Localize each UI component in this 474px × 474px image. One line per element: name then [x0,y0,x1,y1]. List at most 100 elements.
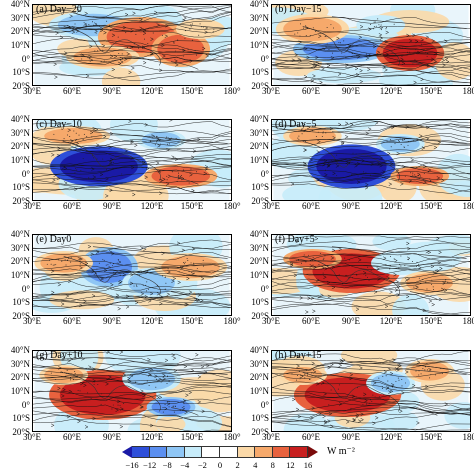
significance-dot [187,49,189,51]
significance-dot [323,48,325,50]
anomaly-patch [282,184,332,200]
streamline-arrow [406,33,410,38]
streamline-arrow [96,143,100,147]
map-field [271,350,471,432]
significance-dot [171,171,173,173]
streamline [272,293,470,310]
streamline-arrow [190,272,195,276]
streamline-arrow [191,188,195,193]
lon-tick-label: 30°E [22,316,42,326]
streamline-arrow [354,66,359,71]
significance-dot [180,175,182,177]
streamline-arrow [318,411,322,416]
streamline-arrow [126,52,131,56]
streamline-arrow [384,304,389,308]
streamline [33,148,231,159]
streamline-arrow [364,398,368,403]
significance-dot [82,139,84,141]
streamline [33,40,231,54]
streamline-arrow [312,309,316,313]
streamline-arrow [420,77,424,82]
significance-dot [80,170,82,171]
lon-tick-label: 60°E [62,201,82,211]
streamline-arrow [86,74,90,78]
streamline-arrow [164,358,169,363]
anomaly-core [283,17,342,41]
significance-dot [433,289,435,291]
significance-dot [344,257,346,259]
streamline-arrow [431,39,436,43]
significance-dot [386,26,388,28]
significance-dot [298,138,300,140]
streamline-arrow [140,292,145,296]
significance-dot [350,407,352,409]
significance-dot [86,136,88,138]
streamline [272,59,470,73]
streamline-arrow [345,121,349,125]
significance-dot [365,53,367,55]
streamline [33,244,231,256]
streamline-arrow [71,30,76,34]
streamline [33,134,231,144]
streamline-arrow [332,136,337,140]
streamline-arrow [130,29,135,33]
streamline-arrow [68,389,73,394]
streamline-arrow [406,277,411,281]
streamline-arrow [416,360,421,364]
streamline-arrow [124,12,129,17]
streamline-arrow [89,44,93,49]
significance-dot [382,375,384,377]
significance-dot [73,130,75,132]
significance-dot [133,285,135,287]
streamline-arrow [156,161,160,165]
significance-dot [109,262,111,264]
streamline-arrow [389,389,394,394]
streamline-arrow [105,177,110,181]
significance-dot [326,27,328,29]
lat-tick-label: 20°S [251,427,269,437]
map-panel: (b) Day−15 [271,4,471,96]
streamline-arrow [293,273,298,277]
streamline-arrow [331,248,336,253]
streamline [272,268,470,280]
lat-tick-label: 20°S [12,196,30,206]
streamline-arrow [323,275,327,279]
streamline-arrow [327,294,332,299]
streamline [33,367,231,379]
map-field [32,234,232,316]
streamline-arrow [290,182,295,186]
lon-tick-label: 150°E [180,432,204,442]
streamline-arrow [109,188,113,192]
significance-dot [418,277,420,279]
streamline-arrow [321,381,325,385]
coastline [302,131,467,185]
streamline-arrow [159,191,163,195]
streamline [33,49,231,61]
streamline-arrow [89,58,94,62]
significance-dot [86,24,88,26]
significance-dot [336,154,338,156]
streamline-arrow [297,414,302,419]
streamline-arrow [103,134,107,139]
significance-dot [156,141,158,143]
significance-dot [322,259,324,261]
streamline-arrow [412,33,416,37]
anomaly-patch [155,416,186,431]
streamline-arrow [358,258,362,262]
streamline-arrow [394,258,398,263]
lat-tick-label: 0° [21,168,30,179]
streamline-arrow [195,353,199,357]
colorbar-tick-label: 2 [235,460,240,470]
streamline [33,369,231,382]
streamline-arrow [92,175,97,179]
streamline-arrow [167,174,172,178]
significance-dot [66,134,68,136]
streamline-arrow [359,68,364,73]
streamline-arrow [413,80,418,85]
coastline [302,362,467,416]
streamline-arrow [177,280,182,285]
streamline-arrow [149,291,154,296]
lat-tick-label: 40°N [249,0,269,9]
streamline-arrow [203,171,208,176]
anomaly-core [151,399,191,415]
